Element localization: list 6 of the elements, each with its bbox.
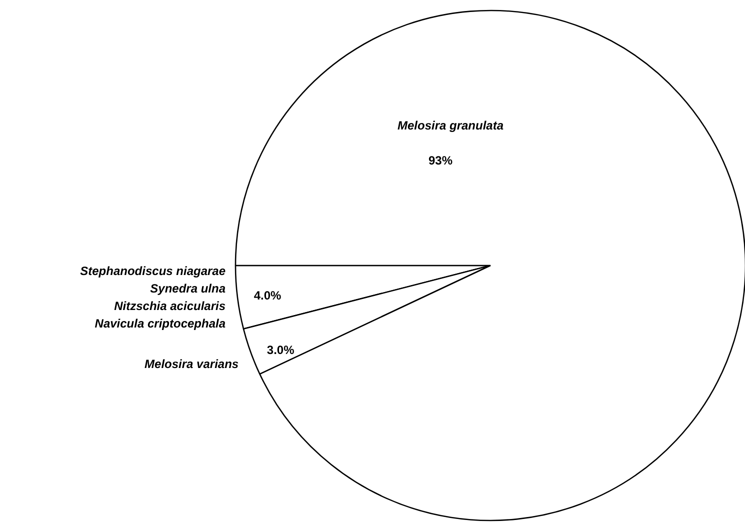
data-label: 3.0% — [266, 342, 295, 357]
data-label: 93% — [428, 153, 453, 168]
data-label: 4.0% — [254, 288, 282, 302]
slice-label: Melosira granulata — [397, 118, 504, 132]
slice-label: Melosira varians — [144, 356, 239, 371]
slice-label: Stephanodiscus niagarae Synedra ulna Nitzschia acicularis Navicula criptocephala — [80, 264, 226, 331]
